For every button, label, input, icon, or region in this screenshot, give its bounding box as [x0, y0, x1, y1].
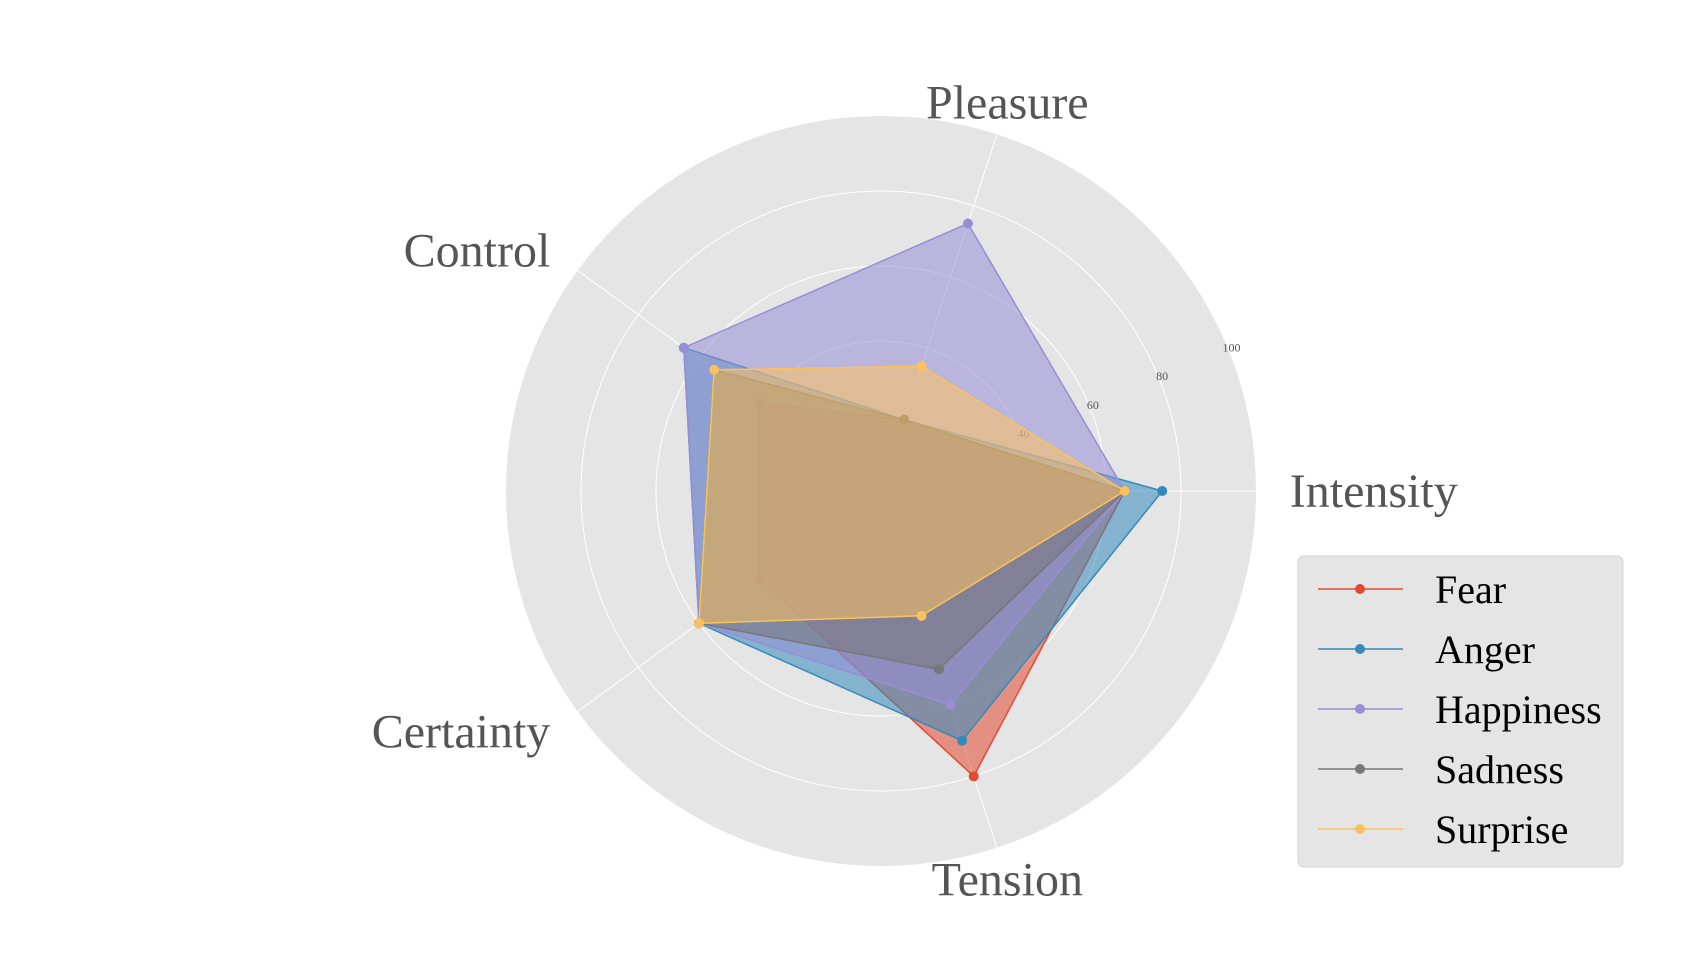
- series-point-surprise-tension: [916, 610, 927, 621]
- legend-entry-surprise: Surprise: [1318, 807, 1568, 852]
- legend-marker-surprise: [1355, 824, 1365, 834]
- series-point-anger-tension: [957, 735, 968, 746]
- legend-entry-fear: Fear: [1318, 567, 1506, 612]
- legend-entry-happiness: Happiness: [1318, 687, 1602, 732]
- legend-label-sadness: Sadness: [1435, 747, 1564, 792]
- legend-entry-sadness: Sadness: [1318, 747, 1564, 792]
- series-area-surprise: [699, 366, 1125, 624]
- rtick-label-60: 60: [1087, 398, 1099, 412]
- series-point-happiness-control: [678, 342, 689, 353]
- legend-label-anger: Anger: [1435, 627, 1535, 672]
- series-line-happiness: [683, 222, 1126, 706]
- series-point-sadness-tension: [933, 664, 944, 675]
- series-point-surprise-intensity: [1119, 486, 1130, 496]
- series-point-anger-intensity: [1157, 486, 1168, 496]
- rtick-label-80: 80: [1156, 369, 1168, 383]
- axis-label-control: Control: [404, 225, 551, 278]
- axis-labels: Intensity Pleasure Control Certainty Tension: [372, 76, 1458, 906]
- rtick-label-100: 100: [1222, 340, 1240, 354]
- series-point-surprise-certainty: [693, 618, 704, 629]
- axis-label-intensity: Intensity: [1290, 465, 1458, 518]
- legend-box: [1297, 555, 1624, 868]
- series-point-surprise-pleasure: [916, 361, 927, 372]
- series-point-surprise-control: [709, 364, 720, 375]
- legend-label-surprise: Surprise: [1435, 807, 1568, 852]
- legend-marker-sadness: [1355, 764, 1365, 774]
- series-surprise: [693, 361, 1130, 629]
- series-polygons: [678, 218, 1168, 782]
- legend-label-fear: Fear: [1435, 567, 1506, 612]
- axis-label-tension: Tension: [932, 854, 1083, 907]
- legend-label-happiness: Happiness: [1435, 687, 1602, 732]
- legend: Fear Anger Happiness Sadness Surprise: [1297, 555, 1624, 868]
- legend-marker-happiness: [1355, 704, 1365, 714]
- legend-entry-anger: Anger: [1318, 627, 1535, 672]
- series-point-happiness-tension: [945, 699, 956, 710]
- series-point-fear-tension: [968, 771, 979, 782]
- legend-marker-fear: [1355, 584, 1365, 594]
- series-line-surprise: [698, 365, 1127, 625]
- axis-label-certainty: Certainty: [372, 705, 551, 758]
- legend-marker-anger: [1355, 644, 1365, 654]
- axis-label-pleasure: Pleasure: [926, 76, 1089, 129]
- series-point-happiness-pleasure: [962, 218, 973, 229]
